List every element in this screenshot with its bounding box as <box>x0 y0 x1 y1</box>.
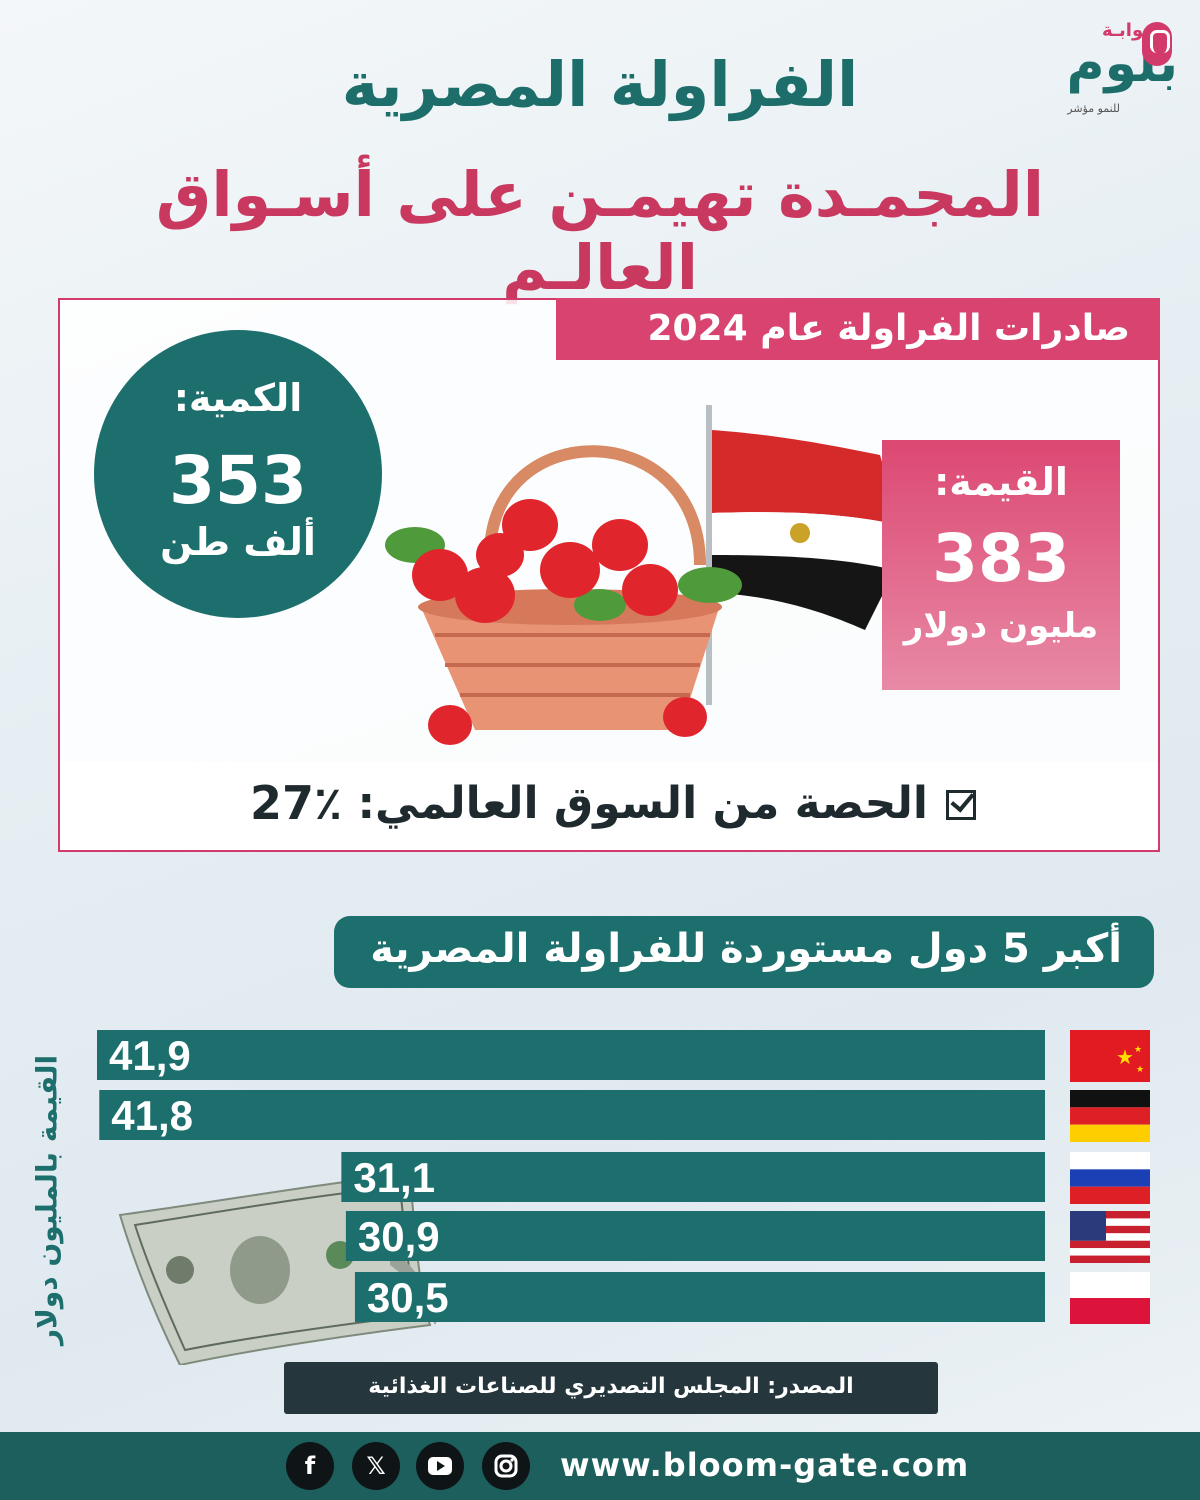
flag-united-states-icon <box>1070 1211 1150 1263</box>
basket-icon <box>418 445 722 730</box>
footer: f 𝕏 www.bloom-gate.com <box>0 1432 1200 1500</box>
market-share-value: 27٪ <box>250 776 343 830</box>
egypt-flag-icon <box>712 430 900 630</box>
summary-header: صادرات الفراولة عام 2024 <box>556 298 1160 360</box>
axis-label: القيمة بالمليون دولار <box>22 1050 72 1350</box>
website-link[interactable]: www.bloom-gate.com <box>560 1446 970 1484</box>
page-title: الفراولة المصرية <box>341 48 859 121</box>
flag-russia-icon <box>1070 1152 1150 1204</box>
bar-value-label: 41,9 <box>109 1032 191 1079</box>
bar-value-label: 31,1 <box>353 1154 435 1201</box>
strawberry-icons <box>412 499 707 745</box>
quantity-unit: ألف طن <box>160 520 316 564</box>
quantity-value: 353 <box>169 442 307 519</box>
bar-value-label: 30,5 <box>367 1274 449 1321</box>
source-note: المصدر: المجلس التصديري للصناعات الغذائي… <box>284 1362 938 1414</box>
svg-text:★: ★ <box>1134 1045 1142 1055</box>
checkbox-icon <box>946 790 976 820</box>
bar-germany <box>99 1090 1046 1140</box>
market-share-row: الحصة من السوق العالمي: 27٪ <box>60 762 1158 850</box>
brand-logo: بوابـة بلوم للنمو مؤشر <box>1010 10 1190 120</box>
bar-russia <box>341 1152 1045 1202</box>
bar-united-states <box>345 1211 1045 1261</box>
facebook-icon[interactable]: f <box>286 1442 334 1490</box>
strawberry-basket-flag-illustration <box>385 405 900 745</box>
bar-poland <box>354 1272 1045 1322</box>
importers-bar-chart: 41,9 ★ ★★41,831,130,930,5 <box>97 1030 1150 1324</box>
bar-china <box>97 1030 1045 1080</box>
flag-pole <box>706 405 712 705</box>
value-label: القيمة: <box>934 460 1068 504</box>
quantity-circle: الكمية: 353 ألف طن <box>94 330 382 618</box>
bar-value-label: 41,8 <box>111 1092 193 1139</box>
flag-germany-icon <box>1070 1090 1150 1142</box>
x-icon[interactable]: 𝕏 <box>352 1442 400 1490</box>
flag-poland-icon <box>1070 1272 1150 1324</box>
logo-small-text: بوابـة <box>1101 20 1150 41</box>
value-unit: مليون دولار <box>903 606 1099 646</box>
y-axis-label: القيمة بالمليون دولار <box>30 1054 64 1346</box>
microphone-icon <box>1142 22 1172 66</box>
top-importers-header: أكبر 5 دول مستوردة للفراولة المصرية <box>334 916 1154 988</box>
market-share-label: الحصة من السوق العالمي: <box>357 778 928 829</box>
svg-text:★: ★ <box>1136 1065 1144 1075</box>
leaf-icons <box>385 527 742 621</box>
svg-text:★: ★ <box>1116 1045 1134 1069</box>
youtube-icon[interactable] <box>416 1442 464 1490</box>
value-amount: 383 <box>932 520 1070 597</box>
value-box: القيمة: 383 مليون دولار <box>882 440 1120 690</box>
bar-value-label: 30,9 <box>358 1213 440 1260</box>
flag-china-icon: ★ ★★ <box>1070 1030 1150 1082</box>
instagram-icon[interactable] <box>482 1442 530 1490</box>
page-subtitle: المجمـدة تهيمـن على أسـواق العالـم <box>155 158 1045 304</box>
logo-tagline: للنمو مؤشر <box>1067 102 1120 115</box>
quantity-label: الكمية: <box>173 376 303 420</box>
